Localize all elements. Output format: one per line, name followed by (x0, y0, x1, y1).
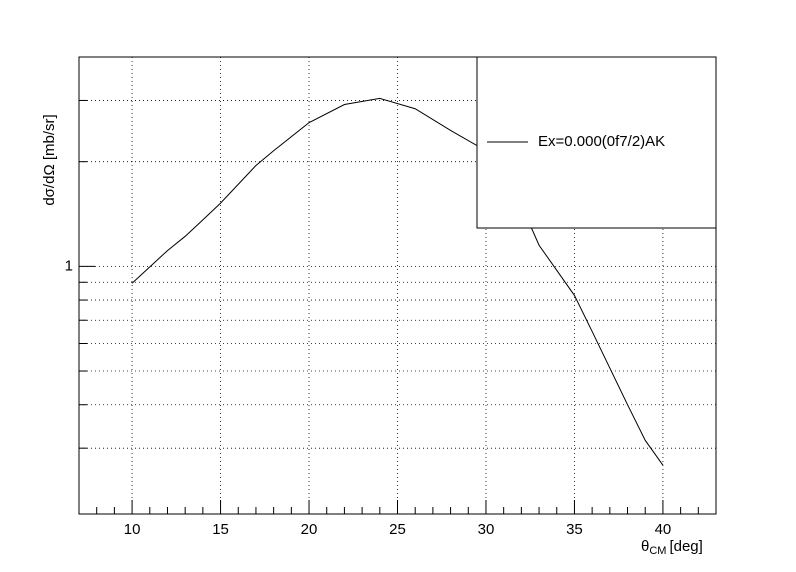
y-tick-label: 1 (65, 257, 73, 274)
x-tick-label: 30 (478, 521, 495, 538)
x-tick-label: 35 (566, 521, 583, 538)
x-tick-label: 25 (389, 521, 406, 538)
data-line (131, 97, 664, 466)
x-axis-label: θCM [deg] (641, 538, 703, 557)
y-axis-label: dσ/dΩ [mb/sr] (41, 114, 58, 205)
x-tick-label: 15 (212, 521, 229, 538)
x-label-symbol: θ (641, 538, 649, 555)
x-tick-label: 20 (301, 521, 318, 538)
x-label-subscript: CM (649, 545, 666, 557)
x-label-unit: [deg] (669, 538, 702, 555)
legend-label: Ex=0.000(0f7/2)AK (538, 133, 665, 150)
x-tick-label: 10 (124, 521, 141, 538)
x-tick-label: 40 (655, 521, 672, 538)
